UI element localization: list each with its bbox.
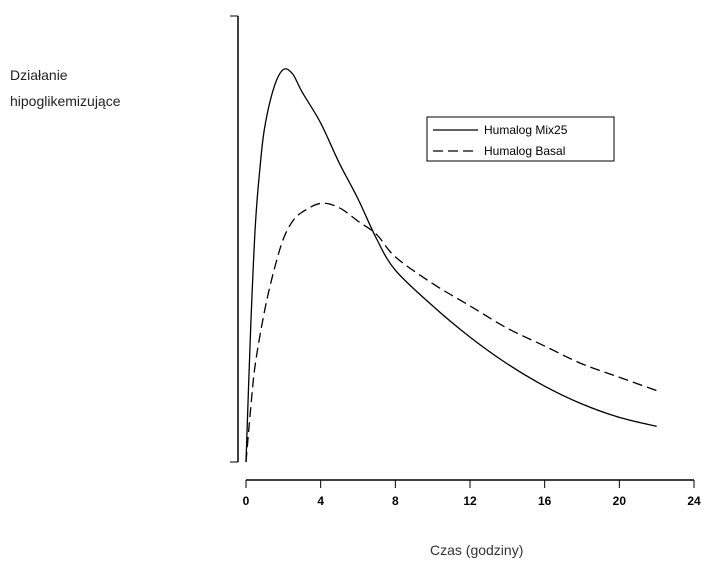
legend-label-mix25: Humalog Mix25 [484, 123, 568, 137]
legend: Humalog Mix25 Humalog Basal [426, 116, 615, 162]
x-axis-label: Czas (godziny) [430, 542, 524, 558]
x-tick-label: 24 [687, 494, 701, 508]
y-axis-label: Działanie hipoglikemizujące [10, 62, 121, 114]
x-tick-label: 4 [317, 494, 324, 508]
x-tick-label: 8 [392, 494, 399, 508]
y-axis-label-line-2: hipoglikemizujące [10, 93, 121, 109]
series-line-basal [245, 202, 657, 463]
x-tick-label: 16 [538, 494, 552, 508]
x-tick-label: 0 [243, 494, 250, 508]
series-line-mix25 [245, 68, 657, 463]
legend-box [426, 116, 615, 162]
x-tick-label: 12 [463, 494, 477, 508]
x-axis-ticks: 0 4 8 12 16 20 24 [243, 480, 701, 508]
legend-label-basal: Humalog Basal [484, 144, 565, 158]
series-lines [245, 68, 657, 463]
x-tick-label: 20 [613, 494, 627, 508]
y-axis-label-line-1: Działanie [10, 67, 68, 83]
